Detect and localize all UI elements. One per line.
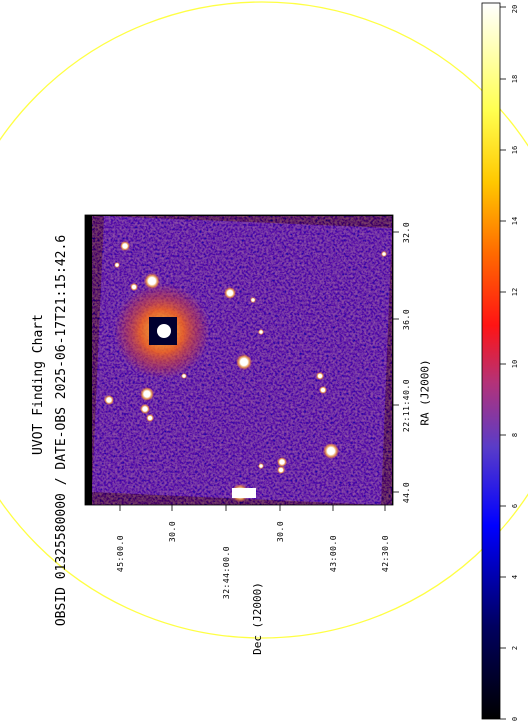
star (236, 354, 252, 370)
colorbar-tick-label: 14 (511, 216, 520, 226)
colorbar-tick-label: 0 (511, 716, 520, 722)
colorbar-tick-label: 10 (511, 359, 520, 369)
star (120, 241, 130, 251)
image-frame (84, 214, 394, 506)
dec-tick-label: 30.0 (275, 520, 285, 542)
star (181, 373, 187, 379)
dec-tick-label: 45:00.0 (115, 534, 125, 572)
star (140, 387, 154, 401)
colorbar-tick-label: 4 (511, 574, 520, 580)
dec-tick-label: 43:00.0 (328, 534, 338, 572)
star (319, 386, 327, 394)
dec-tick-label: 32:44:00.0 (221, 545, 231, 599)
star (114, 262, 120, 268)
ra-tick-label: 44.0 (401, 481, 411, 503)
ra-axis-label: RA (J2000) (418, 358, 432, 426)
ra-tick-label: 36.0 (401, 308, 411, 330)
colorbar-tick-label: 16 (511, 145, 520, 155)
colorbar (481, 2, 501, 720)
star (224, 287, 236, 299)
ra-tick-label: 32.0 (401, 221, 411, 243)
ra-tick-label: 22:11:40.0 (401, 378, 411, 432)
star (258, 329, 264, 335)
star (146, 414, 154, 422)
sky-image (85, 215, 393, 505)
star (323, 443, 339, 459)
star (277, 457, 287, 467)
star (104, 395, 114, 405)
star (250, 297, 256, 303)
colorbar-ticks (500, 6, 506, 720)
uvot-field-circle (0, 1, 528, 639)
ra-tick-marks (393, 231, 399, 493)
colorbar-tick-label: 18 (511, 74, 520, 84)
colorbar-tick-label: 20 (511, 4, 520, 14)
colorbar-tick-label: 6 (511, 503, 520, 509)
star (258, 463, 264, 469)
star (130, 283, 138, 291)
dec-tick-label: 42:30.0 (380, 534, 390, 572)
star (144, 273, 160, 289)
star (140, 404, 150, 414)
colorbar-tick-label: 8 (511, 432, 520, 438)
star (381, 251, 387, 257)
star (316, 372, 324, 380)
star-edge-blob (232, 488, 256, 498)
dec-axis-label: Dec (J2000) (250, 581, 264, 655)
dec-tick-marks (119, 505, 386, 511)
colorbar-tick-label: 2 (511, 645, 520, 651)
bright-source-core (157, 324, 171, 338)
star (277, 466, 285, 474)
dec-tick-label: 30.0 (167, 520, 177, 542)
chart-title: UVOT Finding Chart (30, 313, 46, 455)
chart-subtitle: OBSID 01325580000 / DATE-OBS 2025-06-17T… (53, 234, 69, 626)
colorbar-tick-label: 12 (511, 287, 520, 297)
